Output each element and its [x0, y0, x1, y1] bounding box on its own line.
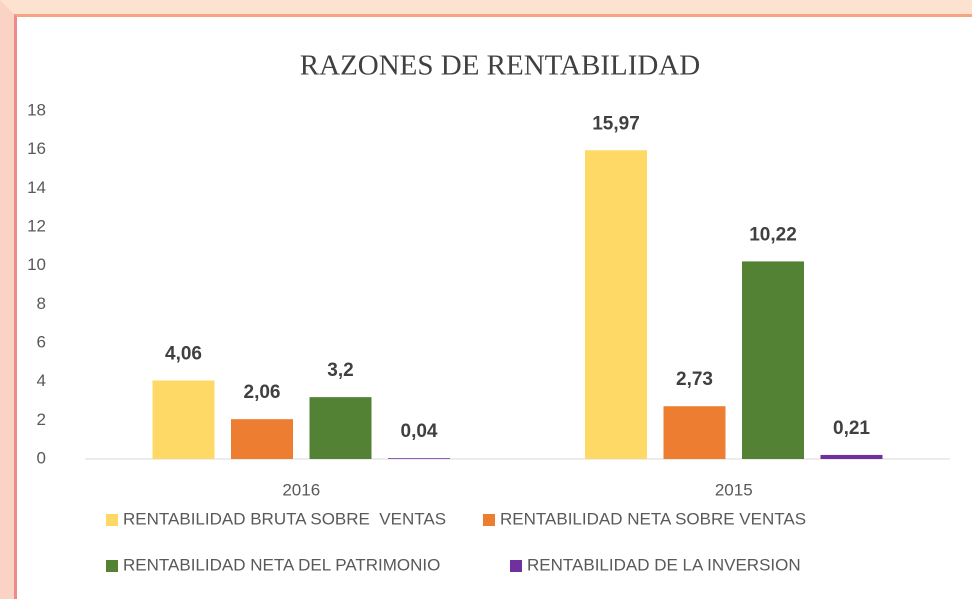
- y-tick-label: 10: [27, 255, 46, 274]
- y-tick-label: 0: [37, 448, 46, 467]
- y-tick-label: 6: [37, 332, 46, 351]
- x-tick-label: 2016: [282, 480, 320, 499]
- y-tick-label: 16: [27, 139, 46, 158]
- legend-label: RENTABILIDAD NETA DEL PATRIMONIO: [123, 555, 440, 574]
- y-tick-label: 14: [27, 178, 46, 197]
- legend-swatch: [510, 560, 522, 572]
- data-label: 0,21: [833, 418, 870, 439]
- y-tick-label: 12: [27, 216, 46, 235]
- data-label: 0,04: [401, 421, 438, 442]
- legend-label: RENTABILIDAD DE LA INVERSION: [527, 555, 801, 574]
- bar: [820, 454, 883, 459]
- chart-border: [14, 14, 972, 599]
- bar: [742, 261, 804, 459]
- legend-label: RENTABILIDAD BRUTA SOBRE VENTAS: [123, 509, 446, 528]
- legend-swatch: [483, 514, 495, 526]
- bar: [663, 406, 726, 459]
- y-tick-label: 8: [37, 294, 46, 313]
- bar: [585, 150, 647, 459]
- data-label: 4,06: [165, 344, 202, 365]
- bar: [388, 458, 450, 459]
- data-label: 2,06: [244, 382, 281, 403]
- y-tick-label: 2: [37, 410, 46, 429]
- chart-title: RAZONES DE RENTABILIDAD: [300, 50, 700, 82]
- legend-swatch: [106, 560, 118, 572]
- legend-label: RENTABILIDAD NETA SOBRE VENTAS: [500, 509, 806, 528]
- bar: [231, 419, 293, 459]
- data-label: 3,2: [327, 360, 353, 381]
- data-label: 15,97: [592, 113, 640, 134]
- legend-swatch: [106, 514, 118, 526]
- bar: [309, 397, 372, 459]
- data-label: 2,73: [676, 369, 713, 390]
- data-label: 10,22: [749, 224, 797, 245]
- bar: [152, 380, 215, 459]
- y-tick-label: 4: [37, 371, 46, 390]
- x-tick-label: 2015: [715, 480, 753, 499]
- y-tick-label: 18: [27, 100, 46, 119]
